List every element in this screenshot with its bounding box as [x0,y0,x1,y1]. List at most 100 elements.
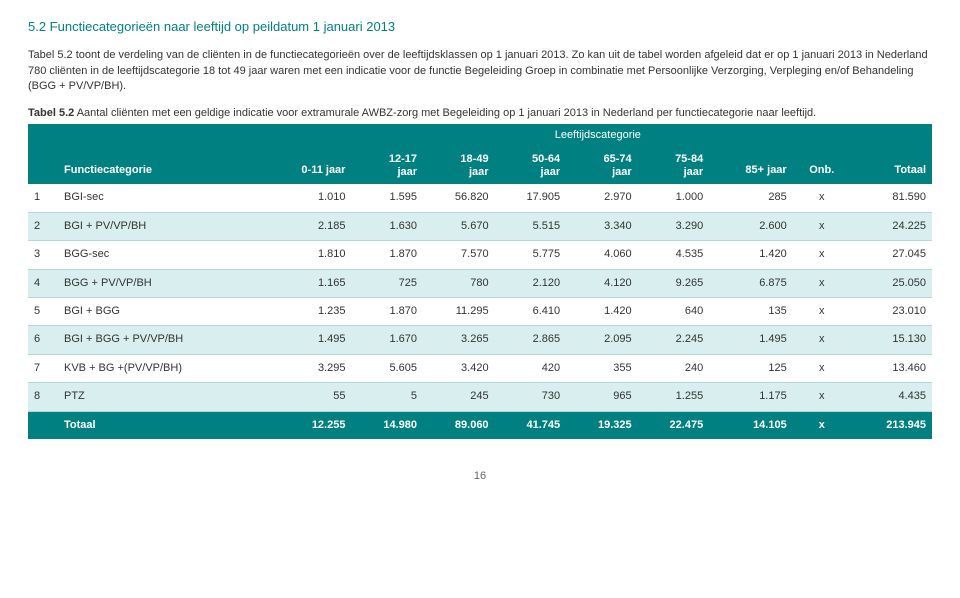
section-title: 5.2 Functiecategorieën naar leeftijd op … [28,18,932,36]
cell-85plus: 1.495 [709,326,793,354]
cell-50-64: 730 [495,383,567,411]
row-index: 7 [28,354,58,382]
table-row: 8PTZ5552457309651.2551.175x4.435 [28,383,932,411]
cell-onb: x [793,269,851,297]
cell-65-74: 355 [566,354,638,382]
cell-65-74: 1.420 [566,297,638,325]
cell-18-49: 3.420 [423,354,495,382]
total-18-49: 89.060 [423,411,495,439]
cell-12-17: 1.630 [351,212,423,240]
row-index: 1 [28,184,58,212]
caption-rest: Aantal cliënten met een geldige indicati… [74,107,816,119]
cell-85plus: 6.875 [709,269,793,297]
cell-75-84: 1.000 [638,184,710,212]
cell-0-11: 3.295 [264,354,352,382]
cell-50-64: 5.515 [495,212,567,240]
cell-12-17: 1.870 [351,297,423,325]
cell-totaal: 24.225 [851,212,932,240]
cell-50-64: 2.120 [495,269,567,297]
cell-75-84: 9.265 [638,269,710,297]
cell-85plus: 1.175 [709,383,793,411]
cell-12-17: 1.595 [351,184,423,212]
cell-85plus: 1.420 [709,241,793,269]
cell-18-49: 245 [423,383,495,411]
row-index: 8 [28,383,58,411]
cell-50-64: 6.410 [495,297,567,325]
page-number: 16 [28,469,932,484]
col-65-74: 65-74jaar [566,147,638,184]
cell-totaal: 4.435 [851,383,932,411]
total-idx [28,411,58,439]
cell-0-11: 1.810 [264,241,352,269]
cell-65-74: 4.120 [566,269,638,297]
cell-onb: x [793,297,851,325]
cell-85plus: 285 [709,184,793,212]
row-index: 6 [28,326,58,354]
row-category: BGI + BGG + PV/VP/BH [58,326,264,354]
row-index: 3 [28,241,58,269]
cell-85plus: 135 [709,297,793,325]
cell-50-64: 2.865 [495,326,567,354]
cell-12-17: 1.870 [351,241,423,269]
cell-75-84: 640 [638,297,710,325]
col-idx [28,147,58,184]
cell-65-74: 2.095 [566,326,638,354]
cell-65-74: 3.340 [566,212,638,240]
row-index: 4 [28,269,58,297]
col-75-84: 75-84jaar [638,147,710,184]
cell-totaal: 13.460 [851,354,932,382]
row-category: PTZ [58,383,264,411]
cell-75-84: 2.245 [638,326,710,354]
caption-bold: Tabel 5.2 [28,107,74,119]
total-onb: x [793,411,851,439]
col-functiecategorie: Functiecategorie [58,147,264,184]
row-category: BGI + PV/VP/BH [58,212,264,240]
cell-0-11: 1.010 [264,184,352,212]
hdr-super-label: Leeftijdscategorie [264,124,932,147]
table-row: 3BGG-sec1.8101.8707.5705.7754.0604.5351.… [28,241,932,269]
cell-85plus: 2.600 [709,212,793,240]
col-50-64: 50-64jaar [495,147,567,184]
table-row: 6BGI + BGG + PV/VP/BH1.4951.6703.2652.86… [28,326,932,354]
total-85plus: 14.105 [709,411,793,439]
cell-0-11: 1.495 [264,326,352,354]
total-totaal: 213.945 [851,411,932,439]
total-65-74: 19.325 [566,411,638,439]
paragraph-1: Tabel 5.2 toont de verdeling van de clië… [28,48,932,94]
cell-onb: x [793,354,851,382]
cell-65-74: 965 [566,383,638,411]
col-12-17: 12-17jaar [351,147,423,184]
row-category: BGG-sec [58,241,264,269]
cell-12-17: 5.605 [351,354,423,382]
cell-75-84: 3.290 [638,212,710,240]
cell-onb: x [793,383,851,411]
table-caption: Tabel 5.2 Aantal cliënten met een geldig… [28,106,932,121]
cell-0-11: 55 [264,383,352,411]
cell-onb: x [793,326,851,354]
cell-18-49: 7.570 [423,241,495,269]
total-50-64: 41.745 [495,411,567,439]
cell-12-17: 5 [351,383,423,411]
cell-75-84: 4.535 [638,241,710,269]
table-row: 5BGI + BGG1.2351.87011.2956.4101.4206401… [28,297,932,325]
cell-totaal: 15.130 [851,326,932,354]
cell-50-64: 5.775 [495,241,567,269]
row-index: 2 [28,212,58,240]
cell-18-49: 56.820 [423,184,495,212]
cell-totaal: 81.590 [851,184,932,212]
total-label: Totaal [58,411,264,439]
cell-onb: x [793,212,851,240]
cell-85plus: 125 [709,354,793,382]
row-category: BGI + BGG [58,297,264,325]
col-totaal: Totaal [851,147,932,184]
cell-onb: x [793,184,851,212]
row-category: BGI-sec [58,184,264,212]
cell-0-11: 1.235 [264,297,352,325]
cell-75-84: 1.255 [638,383,710,411]
table-row: 1BGI-sec1.0101.59556.82017.9052.9701.000… [28,184,932,212]
total-75-84: 22.475 [638,411,710,439]
data-table: Leeftijdscategorie Functiecategorie 0-11… [28,124,932,439]
cell-65-74: 2.970 [566,184,638,212]
cell-onb: x [793,241,851,269]
col-85plus: 85+ jaar [709,147,793,184]
